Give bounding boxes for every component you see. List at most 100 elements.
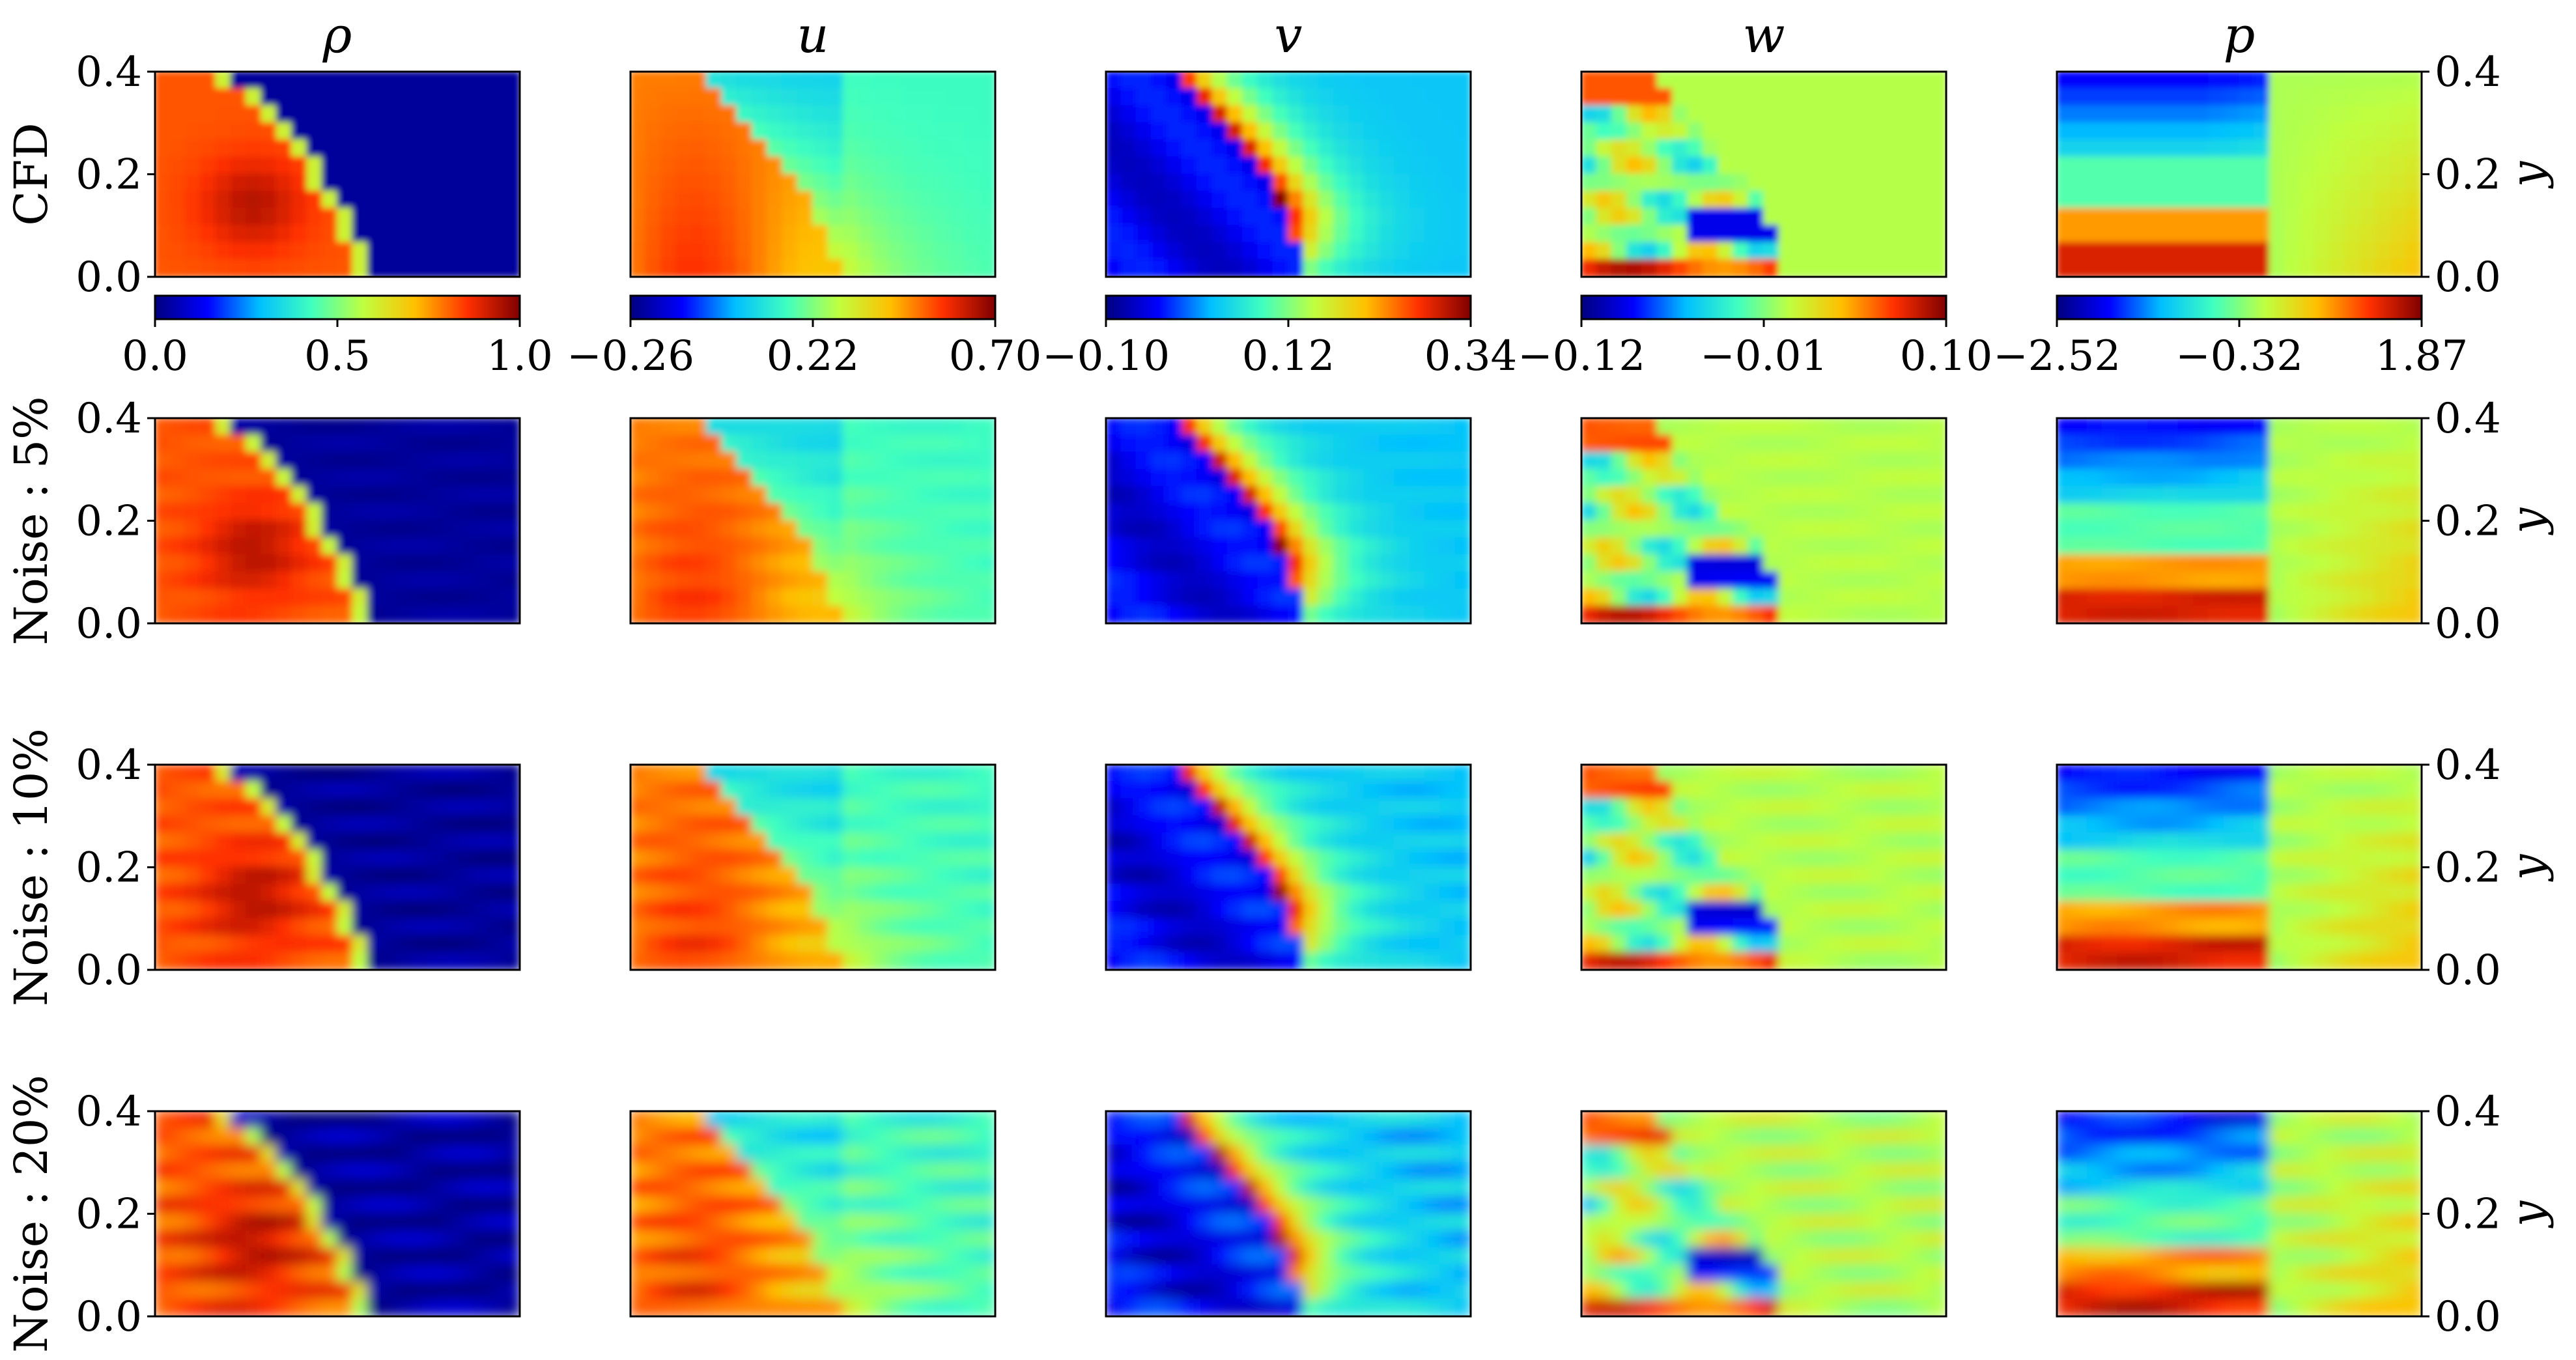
heatmap-cell (2162, 173, 2179, 192)
heatmap-cell (367, 901, 384, 920)
heatmap-cell (1930, 259, 1946, 277)
heatmap-cell (2208, 468, 2225, 487)
heatmap-cell (1809, 242, 1826, 261)
heatmap-cell (1318, 605, 1335, 623)
heatmap-cell (2254, 883, 2271, 902)
heatmap-cell (1778, 503, 1795, 522)
heatmap-cell (443, 122, 460, 141)
heatmap-cell (2193, 554, 2210, 573)
heatmap-cell (246, 866, 262, 885)
heatmap-cell (2299, 571, 2316, 590)
heatmap-cell (428, 781, 445, 800)
heatmap-cell (767, 832, 784, 851)
heatmap-cell (1672, 225, 1689, 244)
heatmap-cell (2269, 468, 2286, 487)
heatmap-cell (321, 1144, 338, 1163)
heatmap-cell (1318, 451, 1335, 470)
heatmap-cell (675, 571, 692, 590)
heatmap-cell (918, 1213, 935, 1232)
heatmap-cell (858, 571, 875, 590)
heatmap-cell (1718, 468, 1734, 487)
heatmap-cell (827, 952, 844, 970)
heatmap-cell (782, 1161, 799, 1180)
heatmap-cell (2162, 88, 2179, 107)
heatmap-cell (888, 451, 905, 470)
heatmap-cell (2375, 520, 2392, 539)
heatmap-cell (1626, 918, 1643, 937)
heatmap-cell (1394, 503, 1411, 522)
heatmap-cell (1106, 832, 1122, 851)
heatmap-cell (949, 883, 966, 902)
heatmap-cell (1793, 849, 1810, 868)
heatmap-cell (1151, 918, 1168, 937)
heatmap-cell (337, 208, 354, 227)
heatmap-cell (979, 815, 995, 834)
heatmap-cell (1626, 571, 1643, 590)
heatmap-cell (827, 173, 844, 192)
heatmap-cell (2071, 520, 2088, 539)
heatmap-cell (1596, 468, 1613, 487)
heatmap-cell (2330, 503, 2347, 522)
heatmap-cell (949, 451, 966, 470)
heatmap-cell (2360, 418, 2377, 436)
heatmap-cell (2117, 486, 2134, 505)
heatmap-cell (979, 208, 995, 227)
heatmap-cell (1151, 571, 1168, 590)
heatmap-cell (2117, 208, 2134, 227)
heatmap-cell (812, 866, 829, 885)
heatmap-cell (1718, 259, 1734, 277)
heatmap-cell (1242, 139, 1259, 158)
heatmap-cell (918, 451, 935, 470)
heatmap-cell (2208, 952, 2225, 970)
heatmap-cell (1884, 883, 1901, 902)
heatmap-cell (1303, 173, 1320, 192)
heatmap-cell (2193, 208, 2210, 227)
heatmap-cell (2162, 520, 2179, 539)
heatmap-cell (2314, 486, 2331, 505)
heatmap-cell (184, 1144, 201, 1163)
heatmap-cell (2375, 486, 2392, 505)
heatmap-cell (827, 935, 844, 954)
heatmap-cell (200, 832, 217, 851)
heatmap-cell (155, 571, 171, 590)
heatmap-cell (2193, 815, 2210, 834)
heatmap-cell (630, 1127, 647, 1146)
heatmap-cell (964, 537, 981, 556)
heatmap-cell (1120, 503, 1137, 522)
heatmap-cell (2208, 832, 2225, 851)
heatmap-cell (1824, 554, 1841, 573)
heatmap-cell (169, 1298, 186, 1316)
heatmap-cell (2345, 798, 2362, 817)
heatmap-cell (1839, 798, 1856, 817)
heatmap-cell (2057, 434, 2073, 453)
heatmap-cell (2102, 72, 2119, 90)
heatmap-cell (964, 503, 981, 522)
heatmap-cell (367, 434, 384, 453)
heatmap-cell (1930, 798, 1946, 817)
heatmap-cell (215, 173, 232, 192)
heatmap-cell (1226, 554, 1243, 573)
heatmap-cell (291, 259, 308, 277)
heatmap-cell (1409, 434, 1426, 453)
heatmap-cell (428, 866, 445, 885)
heatmap-cell (1151, 1230, 1168, 1249)
heatmap-cell (169, 208, 186, 227)
heatmap-cell (2360, 503, 2377, 522)
heatmap-cell (230, 72, 247, 90)
heatmap-cell (1303, 105, 1320, 124)
heatmap-cell (1656, 486, 1673, 505)
heatmap-cell (1394, 208, 1411, 227)
heatmap-cell (428, 832, 445, 851)
heatmap-cell (2390, 156, 2407, 175)
heatmap-cell (812, 1213, 829, 1232)
heatmap-cell (2193, 242, 2210, 261)
heatmap-cell (1318, 765, 1335, 783)
heatmap-cell (660, 1264, 677, 1283)
heatmap-cell (155, 849, 171, 868)
heatmap-cell (1288, 765, 1305, 783)
heatmap-cell (2390, 866, 2407, 885)
heatmap-cell (246, 173, 262, 192)
heatmap-cell (1379, 901, 1396, 920)
heatmap-cell (2102, 588, 2119, 607)
heatmap-cell (382, 918, 399, 937)
